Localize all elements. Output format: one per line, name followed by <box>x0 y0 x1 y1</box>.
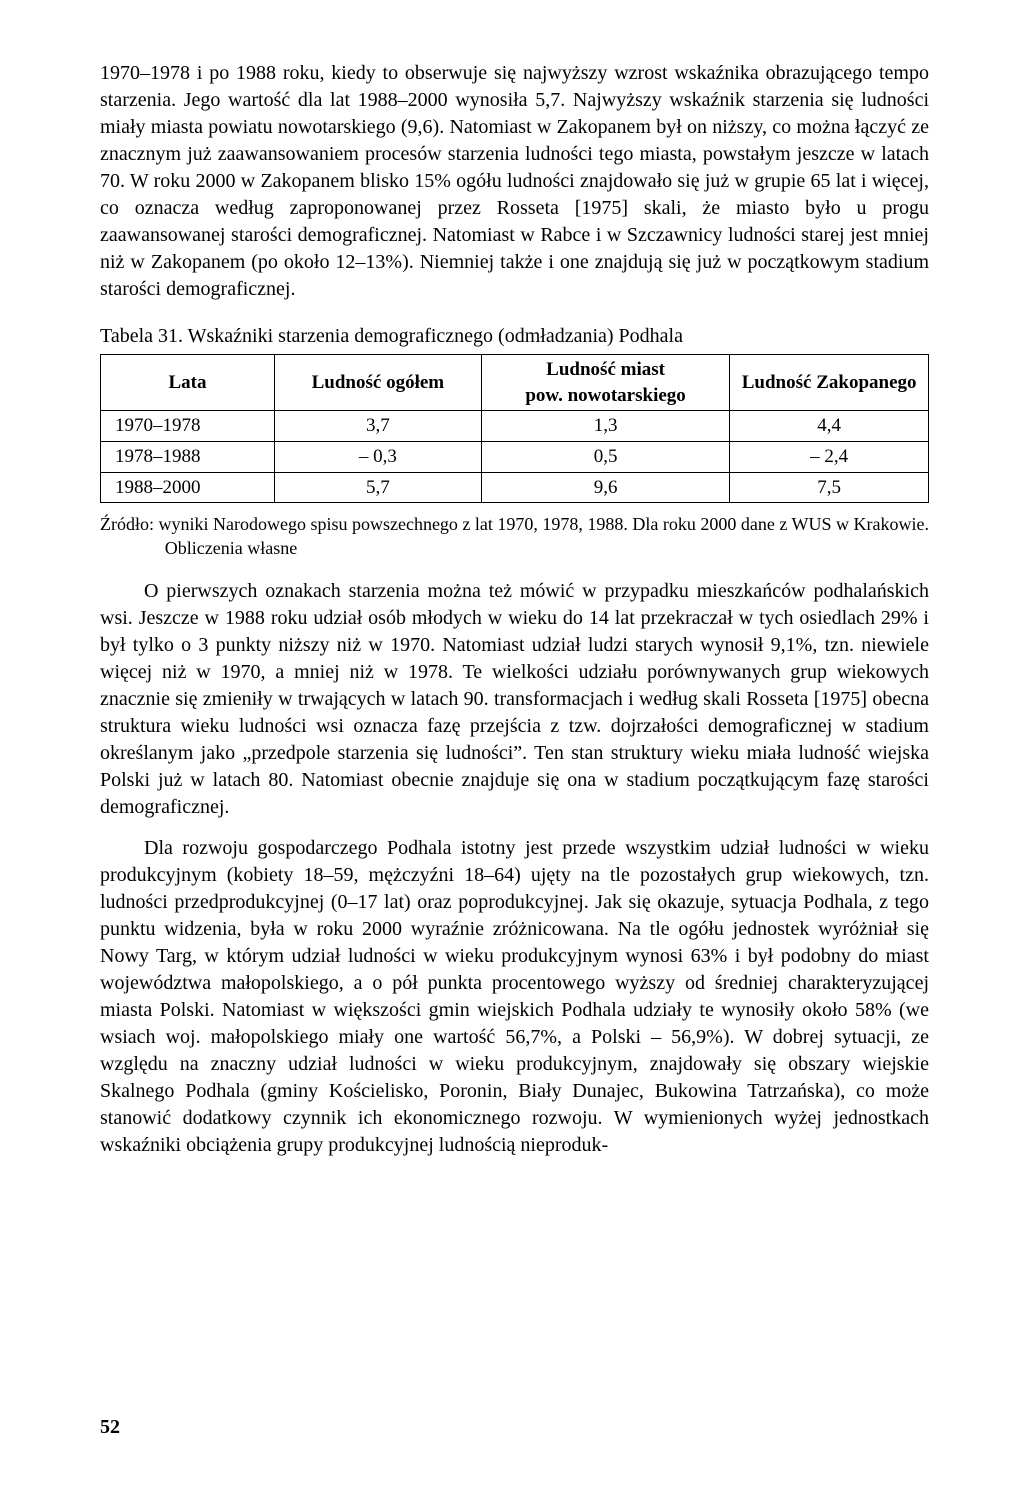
cell-city: 0,5 <box>481 441 729 472</box>
cell-city: 9,6 <box>481 472 729 503</box>
table-caption: Tabela 31. Wskaźniki starzenia demografi… <box>100 323 929 350</box>
paragraph-1: 1970–1978 i po 1988 roku, kiedy to obser… <box>100 60 929 303</box>
page-container: 1970–1978 i po 1988 roku, kiedy to obser… <box>0 0 1024 1491</box>
col-city-pop-header-line1: Ludność miast <box>546 359 665 380</box>
cell-zakop: – 2,4 <box>730 441 929 472</box>
table-row: 1988–2000 5,7 9,6 7,5 <box>101 472 929 503</box>
cell-total: – 0,3 <box>274 441 481 472</box>
page-number: 52 <box>100 1414 929 1441</box>
table-row: 1970–1978 3,7 1,3 4,4 <box>101 411 929 442</box>
cell-zakop: 7,5 <box>730 472 929 503</box>
col-total-pop-header: Ludność ogółem <box>274 355 481 411</box>
cell-years: 1970–1978 <box>101 411 275 442</box>
paragraph-3: Dla rozwoju gospodarczego Podhala istotn… <box>100 835 929 1159</box>
col-city-pop-header-line2: pow. nowotarskiego <box>525 385 685 406</box>
col-years-header: Lata <box>101 355 275 411</box>
col-city-pop-header: Ludność miast pow. nowotarskiego <box>481 355 729 411</box>
cell-years: 1978–1988 <box>101 441 275 472</box>
col-zakopane-header: Ludność Zakopanego <box>730 355 929 411</box>
cell-total: 5,7 <box>274 472 481 503</box>
cell-years: 1988–2000 <box>101 472 275 503</box>
demographic-indicators-table: Lata Ludność ogółem Ludność miast pow. n… <box>100 354 929 503</box>
cell-zakop: 4,4 <box>730 411 929 442</box>
table-row: 1978–1988 – 0,3 0,5 – 2,4 <box>101 441 929 472</box>
cell-city: 1,3 <box>481 411 729 442</box>
table-source-note: Źródło: wyniki Narodowego spisu powszech… <box>100 513 929 560</box>
paragraph-2: O pierwszych oznakach starzenia można te… <box>100 578 929 821</box>
cell-total: 3,7 <box>274 411 481 442</box>
table-header-row: Lata Ludność ogółem Ludność miast pow. n… <box>101 355 929 411</box>
